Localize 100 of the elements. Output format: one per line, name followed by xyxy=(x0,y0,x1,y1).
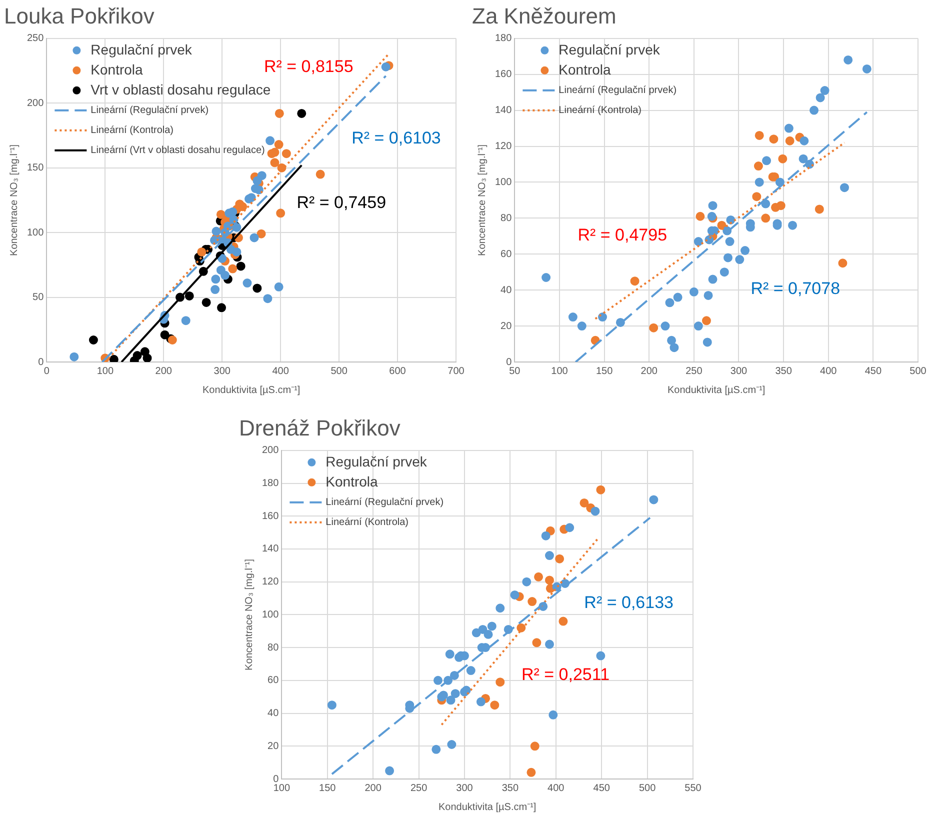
point xyxy=(316,170,325,179)
x-tick-label: 400 xyxy=(272,366,290,377)
legend-label: Lineární (Kontrola) xyxy=(90,125,174,136)
point xyxy=(242,278,252,288)
point xyxy=(752,192,762,202)
point xyxy=(544,640,554,649)
y-tick-label: 80 xyxy=(268,642,280,654)
legend-label: Lineární (Kontrola) xyxy=(558,105,642,116)
point xyxy=(784,124,794,133)
point xyxy=(660,322,670,331)
point xyxy=(544,551,554,560)
y-tick-label: 200 xyxy=(262,445,280,456)
point xyxy=(132,351,142,360)
x-tick-label: 250 xyxy=(410,782,428,794)
y-tick-label: 20 xyxy=(268,740,280,752)
point xyxy=(220,270,230,280)
point xyxy=(256,229,266,238)
point xyxy=(542,273,551,282)
y-tick-label: 140 xyxy=(262,544,280,555)
point xyxy=(484,630,493,639)
x-tick-label: 450 xyxy=(864,366,882,377)
point xyxy=(432,744,441,754)
point xyxy=(257,171,266,180)
y-tick-label: 40 xyxy=(268,708,280,720)
point xyxy=(785,136,794,146)
x-tick-label: 200 xyxy=(155,366,172,377)
point xyxy=(487,622,496,631)
chart-title: Louka Pokřikov xyxy=(4,3,154,28)
point xyxy=(754,178,764,187)
legend-label: Lineární (Regulační prvek) xyxy=(326,497,444,508)
point xyxy=(236,262,246,271)
point xyxy=(788,220,798,230)
legend-label: Kontrola xyxy=(90,61,144,78)
point xyxy=(274,108,284,118)
point xyxy=(708,274,718,284)
point xyxy=(708,201,718,210)
x-tick-label: 150 xyxy=(596,366,614,377)
point xyxy=(702,316,711,326)
point xyxy=(433,676,442,685)
x-tick-label: 200 xyxy=(364,782,382,794)
point xyxy=(496,678,505,687)
point xyxy=(184,291,194,300)
point xyxy=(558,616,568,626)
point xyxy=(689,287,698,296)
x-tick-label: 300 xyxy=(730,366,748,377)
point xyxy=(490,700,500,710)
legend-label: Regulační prvek xyxy=(558,41,661,58)
y-tick-label: 100 xyxy=(494,176,512,188)
point xyxy=(862,64,872,74)
point xyxy=(202,298,211,307)
x-tick-label: 50 xyxy=(509,366,521,377)
point xyxy=(217,303,226,312)
point xyxy=(580,498,589,508)
legend-label: Kontrola xyxy=(326,473,378,490)
point xyxy=(516,623,526,632)
legend-label: Kontrola xyxy=(558,61,612,78)
point xyxy=(528,597,537,606)
point xyxy=(70,352,79,362)
point xyxy=(665,298,674,308)
x-tick-label: 350 xyxy=(502,782,519,794)
y-tick-label: 60 xyxy=(500,248,512,260)
x-tick-label: 150 xyxy=(319,782,336,794)
point xyxy=(798,154,808,164)
point xyxy=(740,246,750,256)
point xyxy=(109,354,118,362)
chart-title: Za Kněžourem xyxy=(472,3,616,28)
point xyxy=(282,149,291,158)
point xyxy=(555,554,564,564)
x-tick-label: 400 xyxy=(548,782,565,794)
point xyxy=(577,322,586,331)
point xyxy=(218,254,227,263)
point xyxy=(735,255,744,264)
y-tick-label: 80 xyxy=(500,212,512,224)
y-tick-label: 160 xyxy=(262,510,280,522)
y-tick-label: 140 xyxy=(494,105,512,116)
point xyxy=(754,130,764,140)
point xyxy=(270,148,280,157)
point xyxy=(478,624,488,634)
point xyxy=(228,264,238,274)
point xyxy=(544,576,554,585)
annotation: R² = 0,7078 xyxy=(750,278,840,298)
point xyxy=(590,506,600,516)
y-tick-label: 60 xyxy=(268,675,280,686)
point xyxy=(522,577,532,586)
point xyxy=(696,212,705,221)
y-tick-label: 20 xyxy=(500,320,512,332)
point xyxy=(466,666,476,676)
point xyxy=(181,316,190,326)
legend-label: Regulační prvek xyxy=(90,41,193,58)
point xyxy=(630,276,640,286)
point xyxy=(840,183,850,192)
point xyxy=(142,354,152,362)
y-tick-label: 50 xyxy=(32,292,44,304)
y-tick-label: 250 xyxy=(26,33,44,44)
point xyxy=(761,214,770,223)
point xyxy=(673,292,682,302)
point xyxy=(814,204,824,214)
point xyxy=(568,312,578,322)
point xyxy=(754,162,763,171)
y-axis-title: Koncentrace NO₃ [mg.l⁻¹] xyxy=(476,144,488,256)
